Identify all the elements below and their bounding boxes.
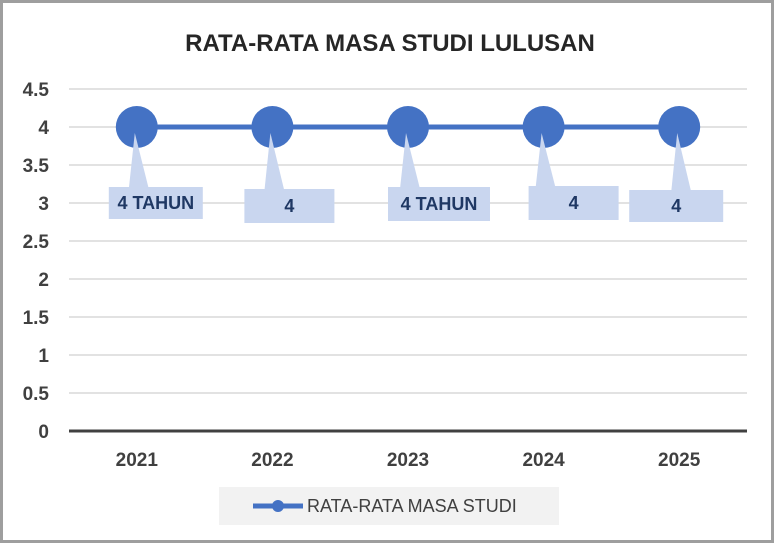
y-tick-label: 3.5 bbox=[23, 156, 50, 177]
y-tick-label: 4 bbox=[38, 118, 49, 139]
data-point-marker bbox=[658, 106, 701, 148]
data-point-marker bbox=[387, 106, 429, 148]
data-label: 4 TAHUN bbox=[117, 193, 194, 213]
data-label: 4 bbox=[671, 196, 681, 216]
data-point-marker bbox=[115, 106, 158, 148]
callout-pointer bbox=[128, 133, 149, 189]
data-label-callout: 4 bbox=[528, 133, 619, 220]
callout-pointer bbox=[671, 133, 692, 192]
y-tick-label: 2 bbox=[38, 270, 49, 291]
callout-pointer bbox=[264, 133, 285, 191]
chart-title: RATA-RATA MASA STUDI LULUSAN bbox=[185, 30, 595, 57]
data-label: 4 bbox=[569, 193, 579, 213]
x-tick-label: 2022 bbox=[251, 450, 293, 471]
chart-svg: RATA-RATA MASA STUDI LULUSAN 0 0.5 1 1.5 2 2.… bbox=[23, 30, 747, 525]
callout-box bbox=[244, 189, 335, 223]
series-layer bbox=[115, 106, 701, 148]
y-tick-label: 1 bbox=[38, 346, 49, 367]
callout-box bbox=[388, 187, 490, 221]
legend-marker-swatch bbox=[272, 500, 284, 512]
x-tick-label: 2024 bbox=[522, 450, 565, 471]
legend: RATA-RATA MASA STUDI bbox=[219, 487, 559, 525]
callout-box bbox=[108, 187, 203, 219]
x-axis-ticks: 2021 2022 2023 2024 2025 bbox=[116, 450, 701, 471]
y-tick-label: 4.5 bbox=[23, 80, 50, 101]
x-tick-label: 2023 bbox=[387, 450, 429, 471]
data-label-callout: 4 TAHUN bbox=[388, 133, 490, 221]
x-tick-label: 2021 bbox=[116, 450, 159, 471]
callout-box bbox=[629, 190, 724, 222]
data-label: 4 bbox=[284, 196, 294, 216]
data-point-marker bbox=[522, 106, 565, 148]
y-tick-label: 0 bbox=[38, 422, 49, 443]
data-label: 4 TAHUN bbox=[401, 194, 478, 214]
callout-box bbox=[528, 186, 619, 220]
y-tick-label: 3 bbox=[38, 194, 49, 215]
data-label-callout: 4 bbox=[244, 133, 335, 223]
data-label-callout: 4 TAHUN bbox=[108, 133, 203, 219]
y-tick-label: 1.5 bbox=[23, 308, 50, 329]
y-tick-label: 2.5 bbox=[23, 232, 50, 253]
data-label-callout: 4 bbox=[629, 133, 724, 222]
callout-pointer bbox=[400, 133, 420, 189]
y-tick-label: 0.5 bbox=[23, 384, 50, 405]
legend-label: RATA-RATA MASA STUDI bbox=[307, 496, 517, 516]
data-point-marker bbox=[251, 106, 294, 148]
y-axis-ticks: 0 0.5 1 1.5 2 2.5 3 3.5 4 4.5 bbox=[23, 80, 50, 443]
data-label-callouts: 4 TAHUN 4 4 TAHUN 4 4 bbox=[108, 133, 724, 223]
x-tick-label: 2025 bbox=[658, 450, 701, 471]
callout-pointer bbox=[535, 133, 556, 188]
